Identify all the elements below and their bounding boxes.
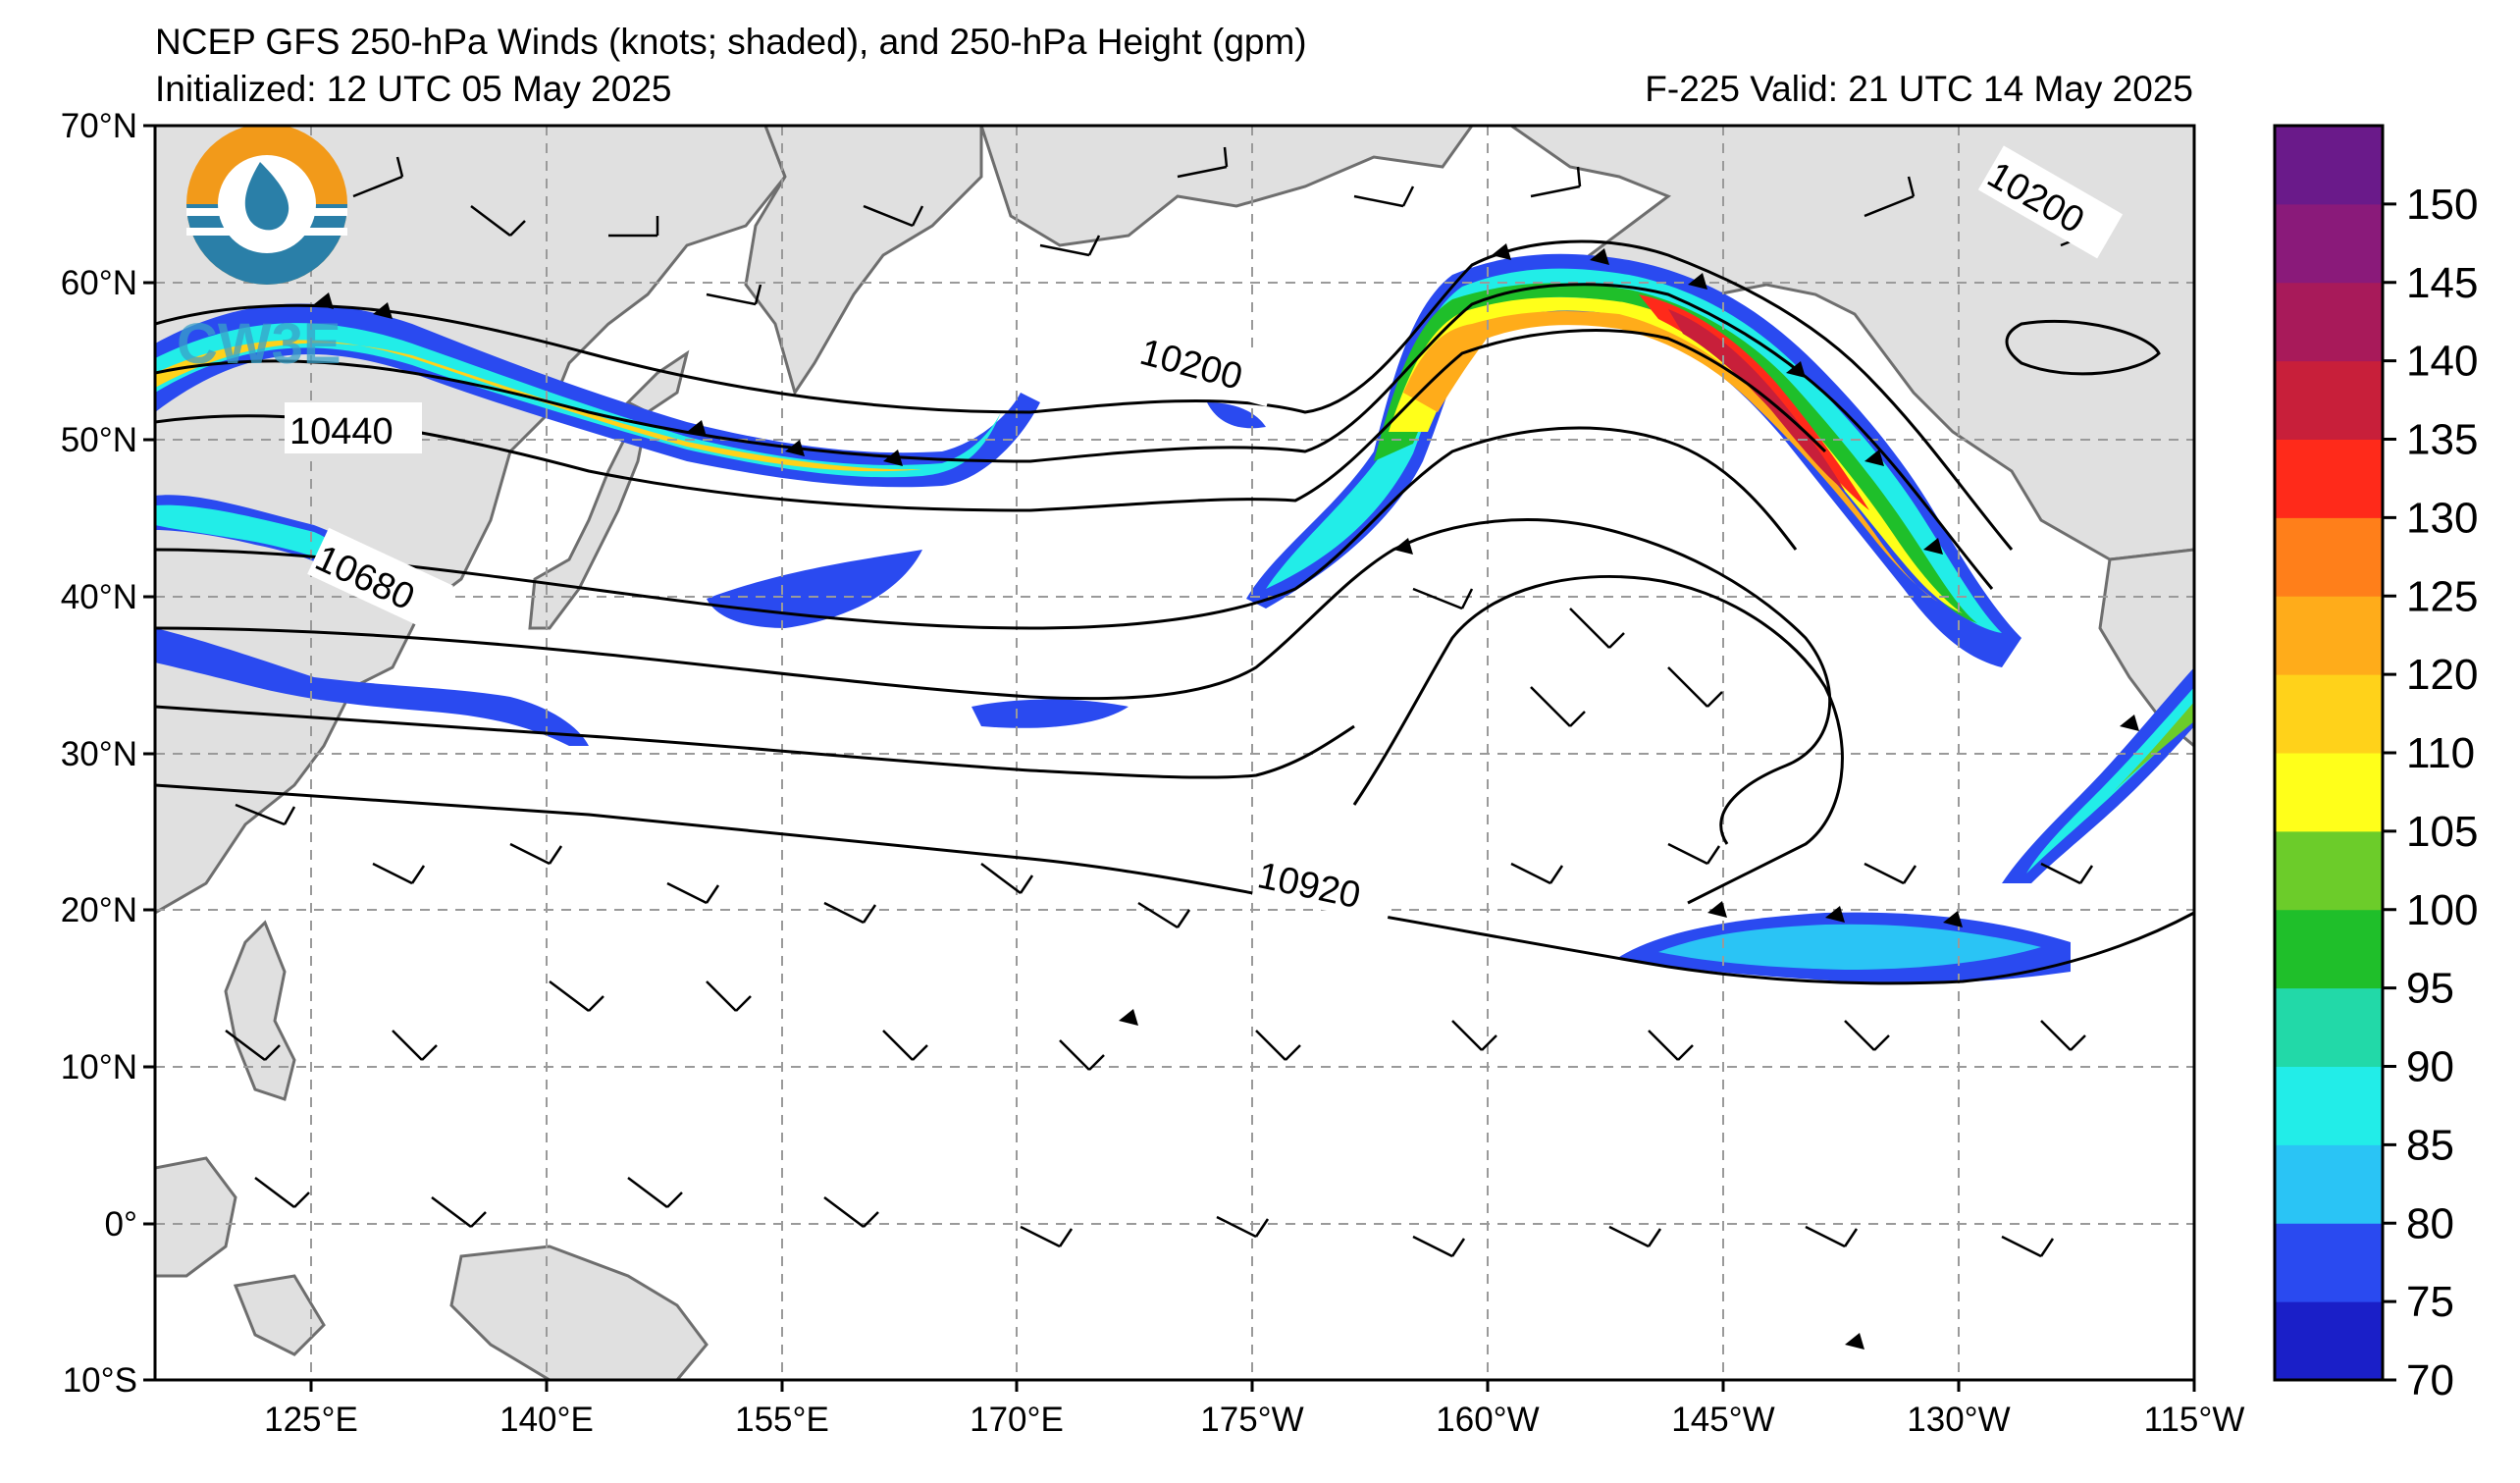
- lon-label: 130°W: [1907, 1401, 2010, 1439]
- colorbar-swatch: [2275, 1066, 2383, 1145]
- colorbar-label: 100: [2406, 886, 2478, 934]
- colorbar-label: 80: [2406, 1199, 2454, 1247]
- colorbar-swatch: [2275, 596, 2383, 675]
- colorbar-label: 70: [2406, 1356, 2454, 1404]
- colorbar-swatch: [2275, 203, 2383, 284]
- colorbar-swatch: [2275, 126, 2383, 205]
- lat-label: 10°N: [61, 1048, 137, 1086]
- colorbar-swatch: [2275, 360, 2383, 440]
- colorbar-swatch: [2275, 830, 2383, 911]
- cw3e-logo-icon: CW3E: [177, 126, 347, 376]
- colorbar-label: 90: [2406, 1043, 2454, 1091]
- lon-label: 145°W: [1671, 1401, 1774, 1439]
- lon-label: 155°E: [735, 1401, 829, 1439]
- colorbar-swatch: [2275, 987, 2383, 1067]
- lon-label: 160°W: [1436, 1401, 1539, 1439]
- colorbar-label: 75: [2406, 1278, 2454, 1326]
- logo-text: CW3E: [177, 312, 341, 376]
- colorbar-label: 110: [2406, 729, 2475, 777]
- lon-label: 170°E: [970, 1401, 1064, 1439]
- lat-label: 10°S: [63, 1361, 137, 1400]
- lat-label: 30°N: [61, 735, 137, 773]
- lat-label: 40°N: [61, 578, 137, 616]
- colorbar-label: 140: [2406, 338, 2478, 386]
- lon-label: 175°W: [1200, 1401, 1303, 1439]
- valid-time: F-225 Valid: 21 UTC 14 May 2025: [1645, 69, 2193, 109]
- lon-label: 115°W: [2144, 1401, 2245, 1439]
- colorbar-label: 130: [2406, 494, 2478, 542]
- axis-ticks: [143, 124, 2196, 1392]
- contour-label-10440: 10440: [289, 411, 394, 452]
- colorbar-swatch: [2275, 753, 2383, 832]
- lat-label: 60°N: [61, 264, 137, 302]
- lat-label: 50°N: [61, 421, 137, 459]
- colorbar-label: 120: [2406, 651, 2478, 699]
- height-contours: [155, 239, 2194, 985]
- colorbar-swatch: [2275, 1223, 2383, 1302]
- lat-label: 70°N: [61, 107, 137, 145]
- colorbar-label: 145: [2406, 259, 2478, 307]
- colorbar-swatch: [2275, 439, 2383, 518]
- lon-label: 125°E: [264, 1401, 358, 1439]
- latitude-labels: 70°N 60°N 50°N 40°N 30°N 20°N 10°N 0° 10…: [61, 107, 137, 1400]
- map-title: NCEP GFS 250-hPa Winds (knots; shaded), …: [155, 22, 1307, 62]
- lon-label: 140°E: [499, 1401, 594, 1439]
- lat-label: 20°N: [61, 891, 137, 929]
- colorbar-label: 125: [2406, 572, 2478, 620]
- lat-lon-grid: [155, 126, 2194, 1380]
- initialized-time: Initialized: 12 UTC 05 May 2025: [155, 69, 672, 109]
- colorbar-label: 135: [2406, 416, 2478, 464]
- colorbar-swatch: [2275, 1301, 2383, 1381]
- colorbar-label: 150: [2406, 181, 2478, 229]
- wind-pennants: [314, 243, 2139, 1350]
- colorbar-label: 105: [2406, 808, 2478, 856]
- longitude-labels: 125°E 140°E 155°E 170°E 175°W 160°W 145°…: [264, 1401, 2244, 1439]
- colorbar-swatch: [2275, 282, 2383, 362]
- colorbar-swatch: [2275, 517, 2383, 597]
- colorbar: 70 75 80 85 90 95 100 105 110 120 125 130 135 140 145 1…: [2273, 124, 2478, 1404]
- wind-barbs: [225, 146, 2112, 1258]
- colorbar-label: 85: [2406, 1121, 2454, 1169]
- colorbar-label: 95: [2406, 965, 2454, 1013]
- colorbar-swatch: [2275, 674, 2383, 754]
- colorbar-swatch: [2275, 1144, 2383, 1224]
- colorbar-swatch: [2275, 909, 2383, 989]
- lat-label: 0°: [105, 1205, 137, 1244]
